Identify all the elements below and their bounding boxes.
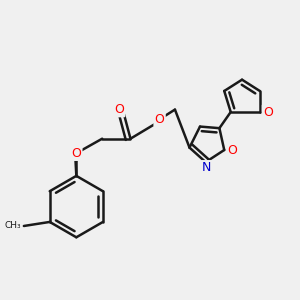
Text: O: O xyxy=(263,106,273,118)
Text: O: O xyxy=(154,113,164,126)
Text: O: O xyxy=(227,143,237,157)
Text: CH₃: CH₃ xyxy=(4,221,21,230)
Text: O: O xyxy=(71,147,81,160)
Text: O: O xyxy=(114,103,124,116)
Text: N: N xyxy=(202,161,211,174)
